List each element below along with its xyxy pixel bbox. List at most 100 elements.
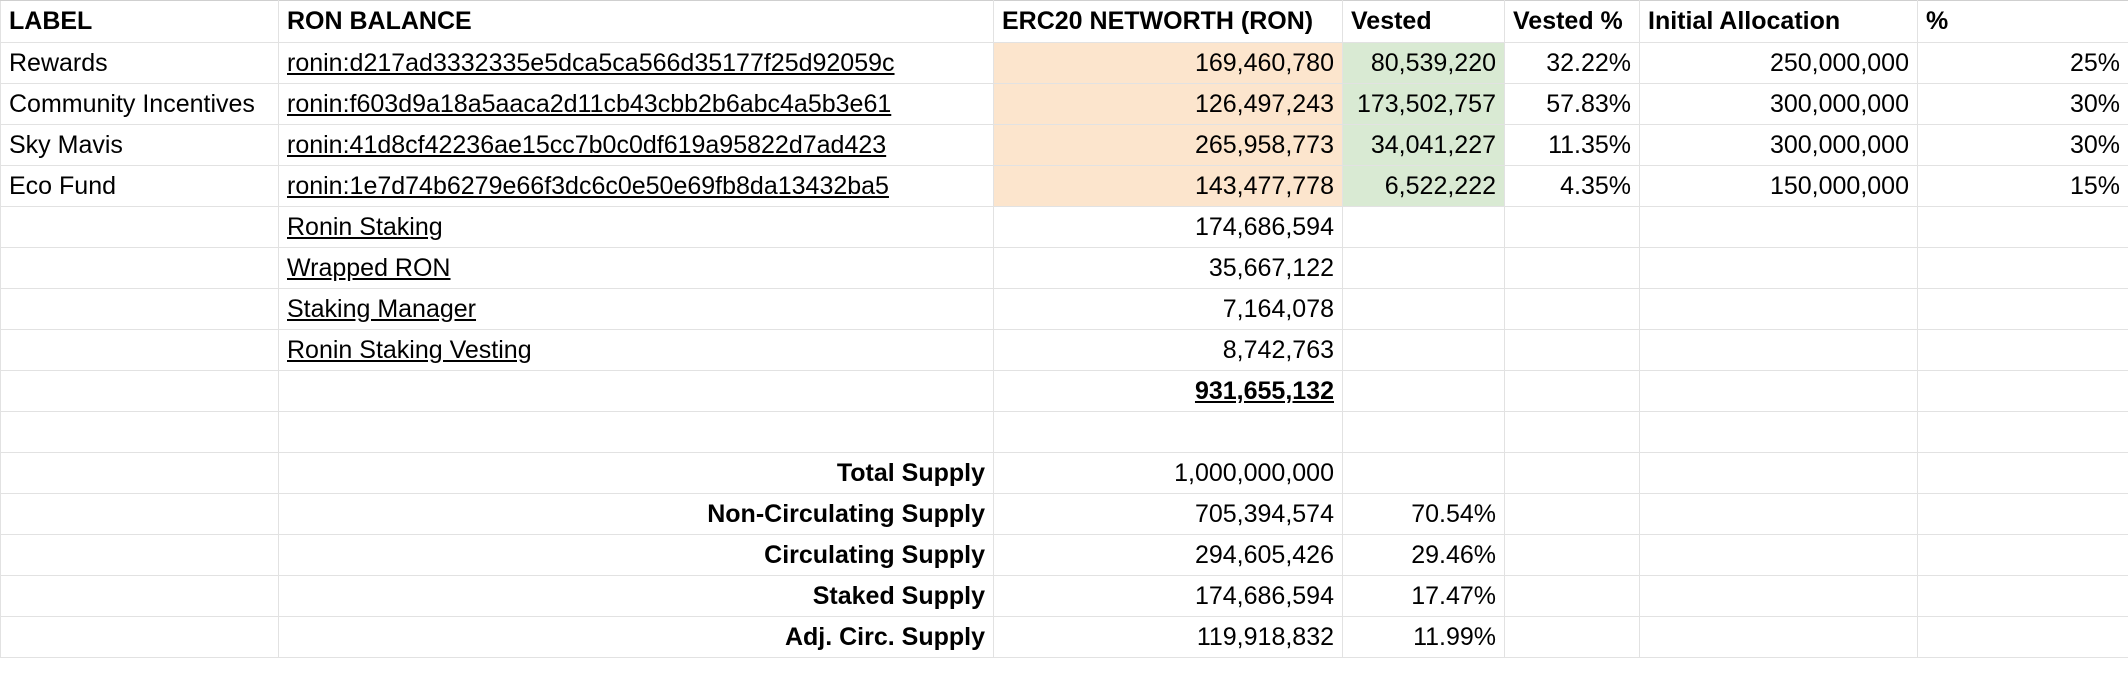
cell-vested[interactable]: 80,539,220 xyxy=(1342,42,1505,84)
empty-cell[interactable] xyxy=(1917,329,2128,371)
empty-cell[interactable] xyxy=(1917,370,2128,412)
cell-vested-pct[interactable]: 57.83% xyxy=(1504,83,1640,125)
empty-cell[interactable] xyxy=(1504,616,1640,658)
empty-cell[interactable] xyxy=(0,288,279,330)
cell-pct[interactable]: 25% xyxy=(1917,42,2128,84)
supply-pct[interactable]: 70.54% xyxy=(1342,493,1505,535)
cell-vested[interactable]: 6,522,222 xyxy=(1342,165,1505,207)
contract-link[interactable]: Ronin Staking Vesting xyxy=(278,329,994,371)
empty-cell[interactable] xyxy=(1504,534,1640,576)
empty-cell[interactable] xyxy=(1342,206,1505,248)
cell-label[interactable]: Community Incentives xyxy=(0,83,279,125)
header-label[interactable]: LABEL xyxy=(0,0,279,43)
cell-label[interactable]: Sky Mavis xyxy=(0,124,279,166)
empty-cell[interactable] xyxy=(0,247,279,289)
empty-cell[interactable] xyxy=(1639,370,1918,412)
empty-cell[interactable] xyxy=(1342,411,1505,453)
empty-cell[interactable] xyxy=(1342,247,1505,289)
empty-cell[interactable] xyxy=(1504,247,1640,289)
supply-label[interactable]: Non-Circulating Supply xyxy=(278,493,994,535)
empty-cell[interactable] xyxy=(1917,288,2128,330)
empty-cell[interactable] xyxy=(993,411,1343,453)
empty-cell[interactable] xyxy=(1504,411,1640,453)
cell-initial-allocation[interactable]: 150,000,000 xyxy=(1639,165,1918,207)
empty-cell[interactable] xyxy=(1639,247,1918,289)
supply-label[interactable]: Total Supply xyxy=(278,452,994,494)
empty-cell[interactable] xyxy=(1504,493,1640,535)
cell-contract-balance[interactable]: 8,742,763 xyxy=(993,329,1343,371)
cell-vested-pct[interactable]: 32.22% xyxy=(1504,42,1640,84)
empty-cell[interactable] xyxy=(1917,493,2128,535)
cell-label[interactable]: Rewards xyxy=(0,42,279,84)
supply-label[interactable]: Staked Supply xyxy=(278,575,994,617)
cell-networth[interactable]: 169,460,780 xyxy=(993,42,1343,84)
empty-cell[interactable] xyxy=(1342,288,1505,330)
empty-cell[interactable] xyxy=(1639,534,1918,576)
supply-pct[interactable]: 29.46% xyxy=(1342,534,1505,576)
address-link[interactable]: ronin:f603d9a18a5aaca2d11cb43cbb2b6abc4a… xyxy=(278,83,994,125)
cell-pct[interactable]: 30% xyxy=(1917,124,2128,166)
supply-value[interactable]: 174,686,594 xyxy=(993,575,1343,617)
cell-initial-allocation[interactable]: 300,000,000 xyxy=(1639,83,1918,125)
empty-cell[interactable] xyxy=(1504,575,1640,617)
supply-label[interactable]: Circulating Supply xyxy=(278,534,994,576)
empty-cell[interactable] xyxy=(1639,288,1918,330)
cell-contract-balance[interactable]: 174,686,594 xyxy=(993,206,1343,248)
address-link[interactable]: ronin:41d8cf42236ae15cc7b0c0df619a95822d… xyxy=(278,124,994,166)
cell-networth[interactable]: 126,497,243 xyxy=(993,83,1343,125)
networth-total[interactable]: 931,655,132 xyxy=(993,370,1343,412)
empty-cell[interactable] xyxy=(278,370,994,412)
empty-cell[interactable] xyxy=(1504,206,1640,248)
cell-vested[interactable]: 34,041,227 xyxy=(1342,124,1505,166)
supply-pct[interactable]: 11.99% xyxy=(1342,616,1505,658)
empty-cell[interactable] xyxy=(1504,452,1640,494)
cell-networth[interactable]: 143,477,778 xyxy=(993,165,1343,207)
contract-link[interactable]: Ronin Staking xyxy=(278,206,994,248)
cell-vested-pct[interactable]: 11.35% xyxy=(1504,124,1640,166)
cell-pct[interactable]: 15% xyxy=(1917,165,2128,207)
empty-cell[interactable] xyxy=(1639,493,1918,535)
supply-pct[interactable]: 17.47% xyxy=(1342,575,1505,617)
cell-networth[interactable]: 265,958,773 xyxy=(993,124,1343,166)
cell-vested[interactable]: 173,502,757 xyxy=(1342,83,1505,125)
empty-cell[interactable] xyxy=(1342,370,1505,412)
empty-cell[interactable] xyxy=(0,329,279,371)
empty-cell[interactable] xyxy=(278,411,994,453)
empty-cell[interactable] xyxy=(0,616,279,658)
empty-cell[interactable] xyxy=(1504,329,1640,371)
supply-value[interactable]: 119,918,832 xyxy=(993,616,1343,658)
empty-cell[interactable] xyxy=(1639,575,1918,617)
contract-link[interactable]: Wrapped RON xyxy=(278,247,994,289)
empty-cell[interactable] xyxy=(1917,534,2128,576)
empty-cell[interactable] xyxy=(0,370,279,412)
supply-label[interactable]: Adj. Circ. Supply xyxy=(278,616,994,658)
empty-cell[interactable] xyxy=(1504,288,1640,330)
empty-cell[interactable] xyxy=(1639,411,1918,453)
supply-value[interactable]: 705,394,574 xyxy=(993,493,1343,535)
cell-contract-balance[interactable]: 35,667,122 xyxy=(993,247,1343,289)
cell-initial-allocation[interactable]: 250,000,000 xyxy=(1639,42,1918,84)
header-ron-balance[interactable]: RON BALANCE xyxy=(278,0,994,43)
cell-contract-balance[interactable]: 7,164,078 xyxy=(993,288,1343,330)
empty-cell[interactable] xyxy=(1917,247,2128,289)
empty-cell[interactable] xyxy=(1342,329,1505,371)
address-link[interactable]: ronin:1e7d74b6279e66f3dc6c0e50e69fb8da13… xyxy=(278,165,994,207)
empty-cell[interactable] xyxy=(1639,329,1918,371)
empty-cell[interactable] xyxy=(0,534,279,576)
cell-pct[interactable]: 30% xyxy=(1917,83,2128,125)
empty-cell[interactable] xyxy=(1917,411,2128,453)
empty-cell[interactable] xyxy=(1504,370,1640,412)
cell-vested-pct[interactable]: 4.35% xyxy=(1504,165,1640,207)
empty-cell[interactable] xyxy=(1917,575,2128,617)
empty-cell[interactable] xyxy=(1639,452,1918,494)
contract-link[interactable]: Staking Manager xyxy=(278,288,994,330)
address-link[interactable]: ronin:d217ad3332335e5dca5ca566d35177f25d… xyxy=(278,42,994,84)
empty-cell[interactable] xyxy=(0,411,279,453)
empty-cell[interactable] xyxy=(1917,616,2128,658)
empty-cell[interactable] xyxy=(0,493,279,535)
header-initial-allocation[interactable]: Initial Allocation xyxy=(1639,0,1918,43)
cell-label[interactable]: Eco Fund xyxy=(0,165,279,207)
empty-cell[interactable] xyxy=(1639,206,1918,248)
supply-value[interactable]: 294,605,426 xyxy=(993,534,1343,576)
header-erc20-networth[interactable]: ERC20 NETWORTH (RON) xyxy=(993,0,1343,43)
